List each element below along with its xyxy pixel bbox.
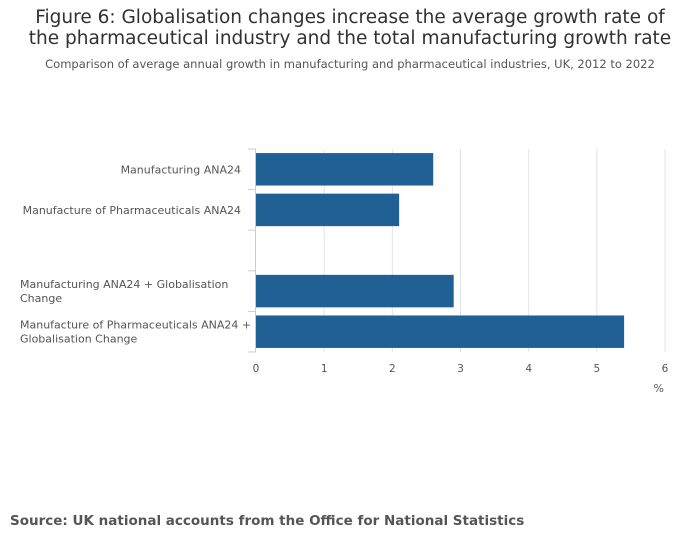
- chart-subtitle: Comparison of average annual growth in m…: [45, 57, 655, 71]
- category-label: Change: [20, 292, 62, 305]
- bar: [256, 193, 400, 227]
- x-tick-label: 5: [593, 363, 600, 375]
- chart-title: Figure 6: Globalisation changes increase…: [28, 7, 672, 49]
- x-axis-label: %: [654, 382, 664, 395]
- bar: [256, 315, 625, 348]
- category-label: Manufacturing ANA24 + Globalisation: [20, 278, 228, 291]
- x-tick-label: 1: [321, 363, 328, 375]
- bar: [256, 153, 434, 186]
- category-label: Globalisation Change: [20, 333, 138, 346]
- bar: [256, 274, 454, 308]
- source-note: Source: UK national accounts from the Of…: [10, 513, 525, 529]
- category-label: Manufacture of Pharmaceuticals ANA24: [23, 204, 241, 217]
- x-tick-label: 3: [457, 363, 464, 375]
- category-label: Manufacturing ANA24: [121, 163, 241, 176]
- x-tick-label: 6: [662, 363, 669, 375]
- category-label: Manufacture of Pharmaceuticals ANA24 +: [20, 319, 251, 332]
- x-tick-label: 0: [253, 363, 260, 375]
- x-tick-label: 2: [389, 363, 396, 375]
- x-tick-label: 4: [525, 363, 532, 375]
